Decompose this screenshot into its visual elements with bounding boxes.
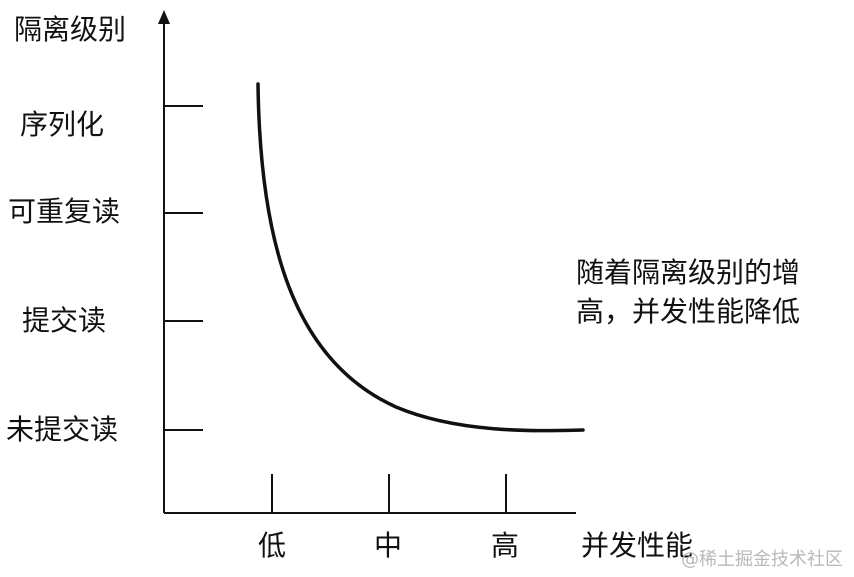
x-tick-label-high: 高 <box>491 529 520 562</box>
annotation-line-2: 高，并发性能降低 <box>576 295 801 328</box>
y-tick-label-serializable: 序列化 <box>20 108 105 141</box>
x-axis-title: 并发性能 <box>581 529 694 562</box>
x-tick-label-medium: 中 <box>374 529 403 562</box>
y-tick-label-repeatable-read: 可重复读 <box>8 195 121 228</box>
y-axis-title: 隔离级别 <box>14 13 127 46</box>
trend-curve <box>256 82 585 433</box>
x-tick-label-low: 低 <box>258 529 287 562</box>
annotation-line-1: 随着隔离级别的增 <box>576 256 801 289</box>
watermark: @稀土掘金技术社区 <box>681 549 843 570</box>
y-tick-label-read-committed: 提交读 <box>22 304 107 337</box>
y-axis-arrow <box>158 10 170 24</box>
y-tick-label-read-uncommitted: 未提交读 <box>6 413 119 446</box>
